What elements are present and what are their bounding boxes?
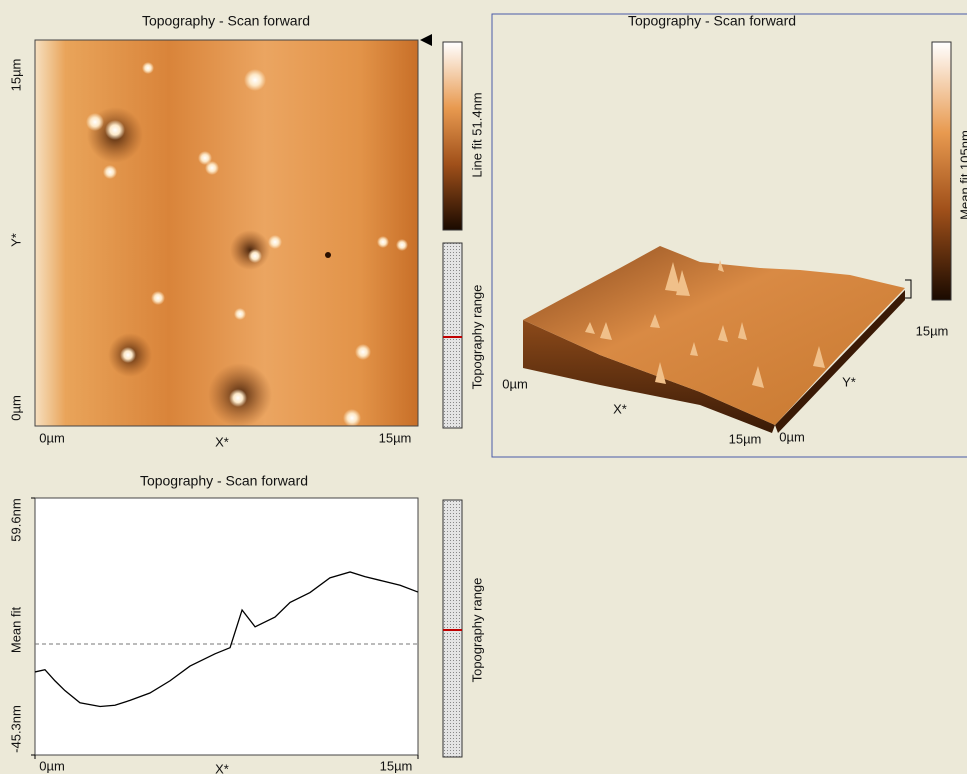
axis-label: 15µm bbox=[729, 431, 762, 446]
range-bar bbox=[443, 500, 462, 757]
chart-title: Topography - Scan forward bbox=[140, 473, 308, 489]
scan-panel: Topography - Scan forward 15µm Y* 0µm 0µ… bbox=[8, 13, 484, 450]
plot-area bbox=[35, 498, 418, 755]
y-tick-label: 59.6nm bbox=[8, 498, 23, 541]
axis-label: 15µm bbox=[916, 323, 949, 338]
y-label: Y* bbox=[8, 233, 23, 247]
panel-title: Topography - Scan forward bbox=[628, 13, 796, 29]
surface-top bbox=[523, 246, 905, 425]
colorbar bbox=[932, 42, 951, 300]
axis-label: 0µm bbox=[502, 376, 528, 391]
profile-panel: Topography - Scan forward Mean fit X* To… bbox=[8, 473, 484, 774]
x-label: 0µm bbox=[39, 430, 65, 445]
y-axis-label: Mean fit bbox=[8, 606, 23, 653]
x-tick-label: 15µm bbox=[380, 758, 413, 773]
colorbar-label: Line fit 51.4nm bbox=[469, 92, 484, 177]
x-axis-label: X* bbox=[215, 761, 229, 774]
scale-bracket bbox=[905, 280, 911, 298]
colorbar bbox=[443, 42, 462, 230]
range-bar bbox=[443, 243, 462, 428]
colorbar-label: Mean fit 105nm bbox=[957, 130, 967, 220]
axis-label: Y* bbox=[842, 374, 856, 389]
axis-label: X* bbox=[613, 401, 627, 416]
y-label: 0µm bbox=[8, 395, 23, 421]
axis-label: 0µm bbox=[779, 429, 805, 444]
view-3d-panel: Topography - Scan forward Mean fit 105nm… bbox=[492, 13, 967, 457]
x-tick-label: 0µm bbox=[39, 758, 65, 773]
range-label: Topography range bbox=[469, 285, 484, 390]
screenshot: Topography - Scan forward 15µm Y* 0µm 0µ… bbox=[0, 0, 967, 774]
y-label: 15µm bbox=[8, 59, 23, 92]
y-tick-label: -45.3nm bbox=[8, 705, 23, 753]
scan-marker bbox=[420, 34, 432, 46]
x-label: X* bbox=[215, 434, 229, 449]
page: { "scan_image": { "title": "Topography -… bbox=[0, 0, 967, 774]
x-label: 15µm bbox=[379, 430, 412, 445]
range-label: Topography range bbox=[469, 578, 484, 683]
panel-title: Topography - Scan forward bbox=[142, 13, 310, 29]
